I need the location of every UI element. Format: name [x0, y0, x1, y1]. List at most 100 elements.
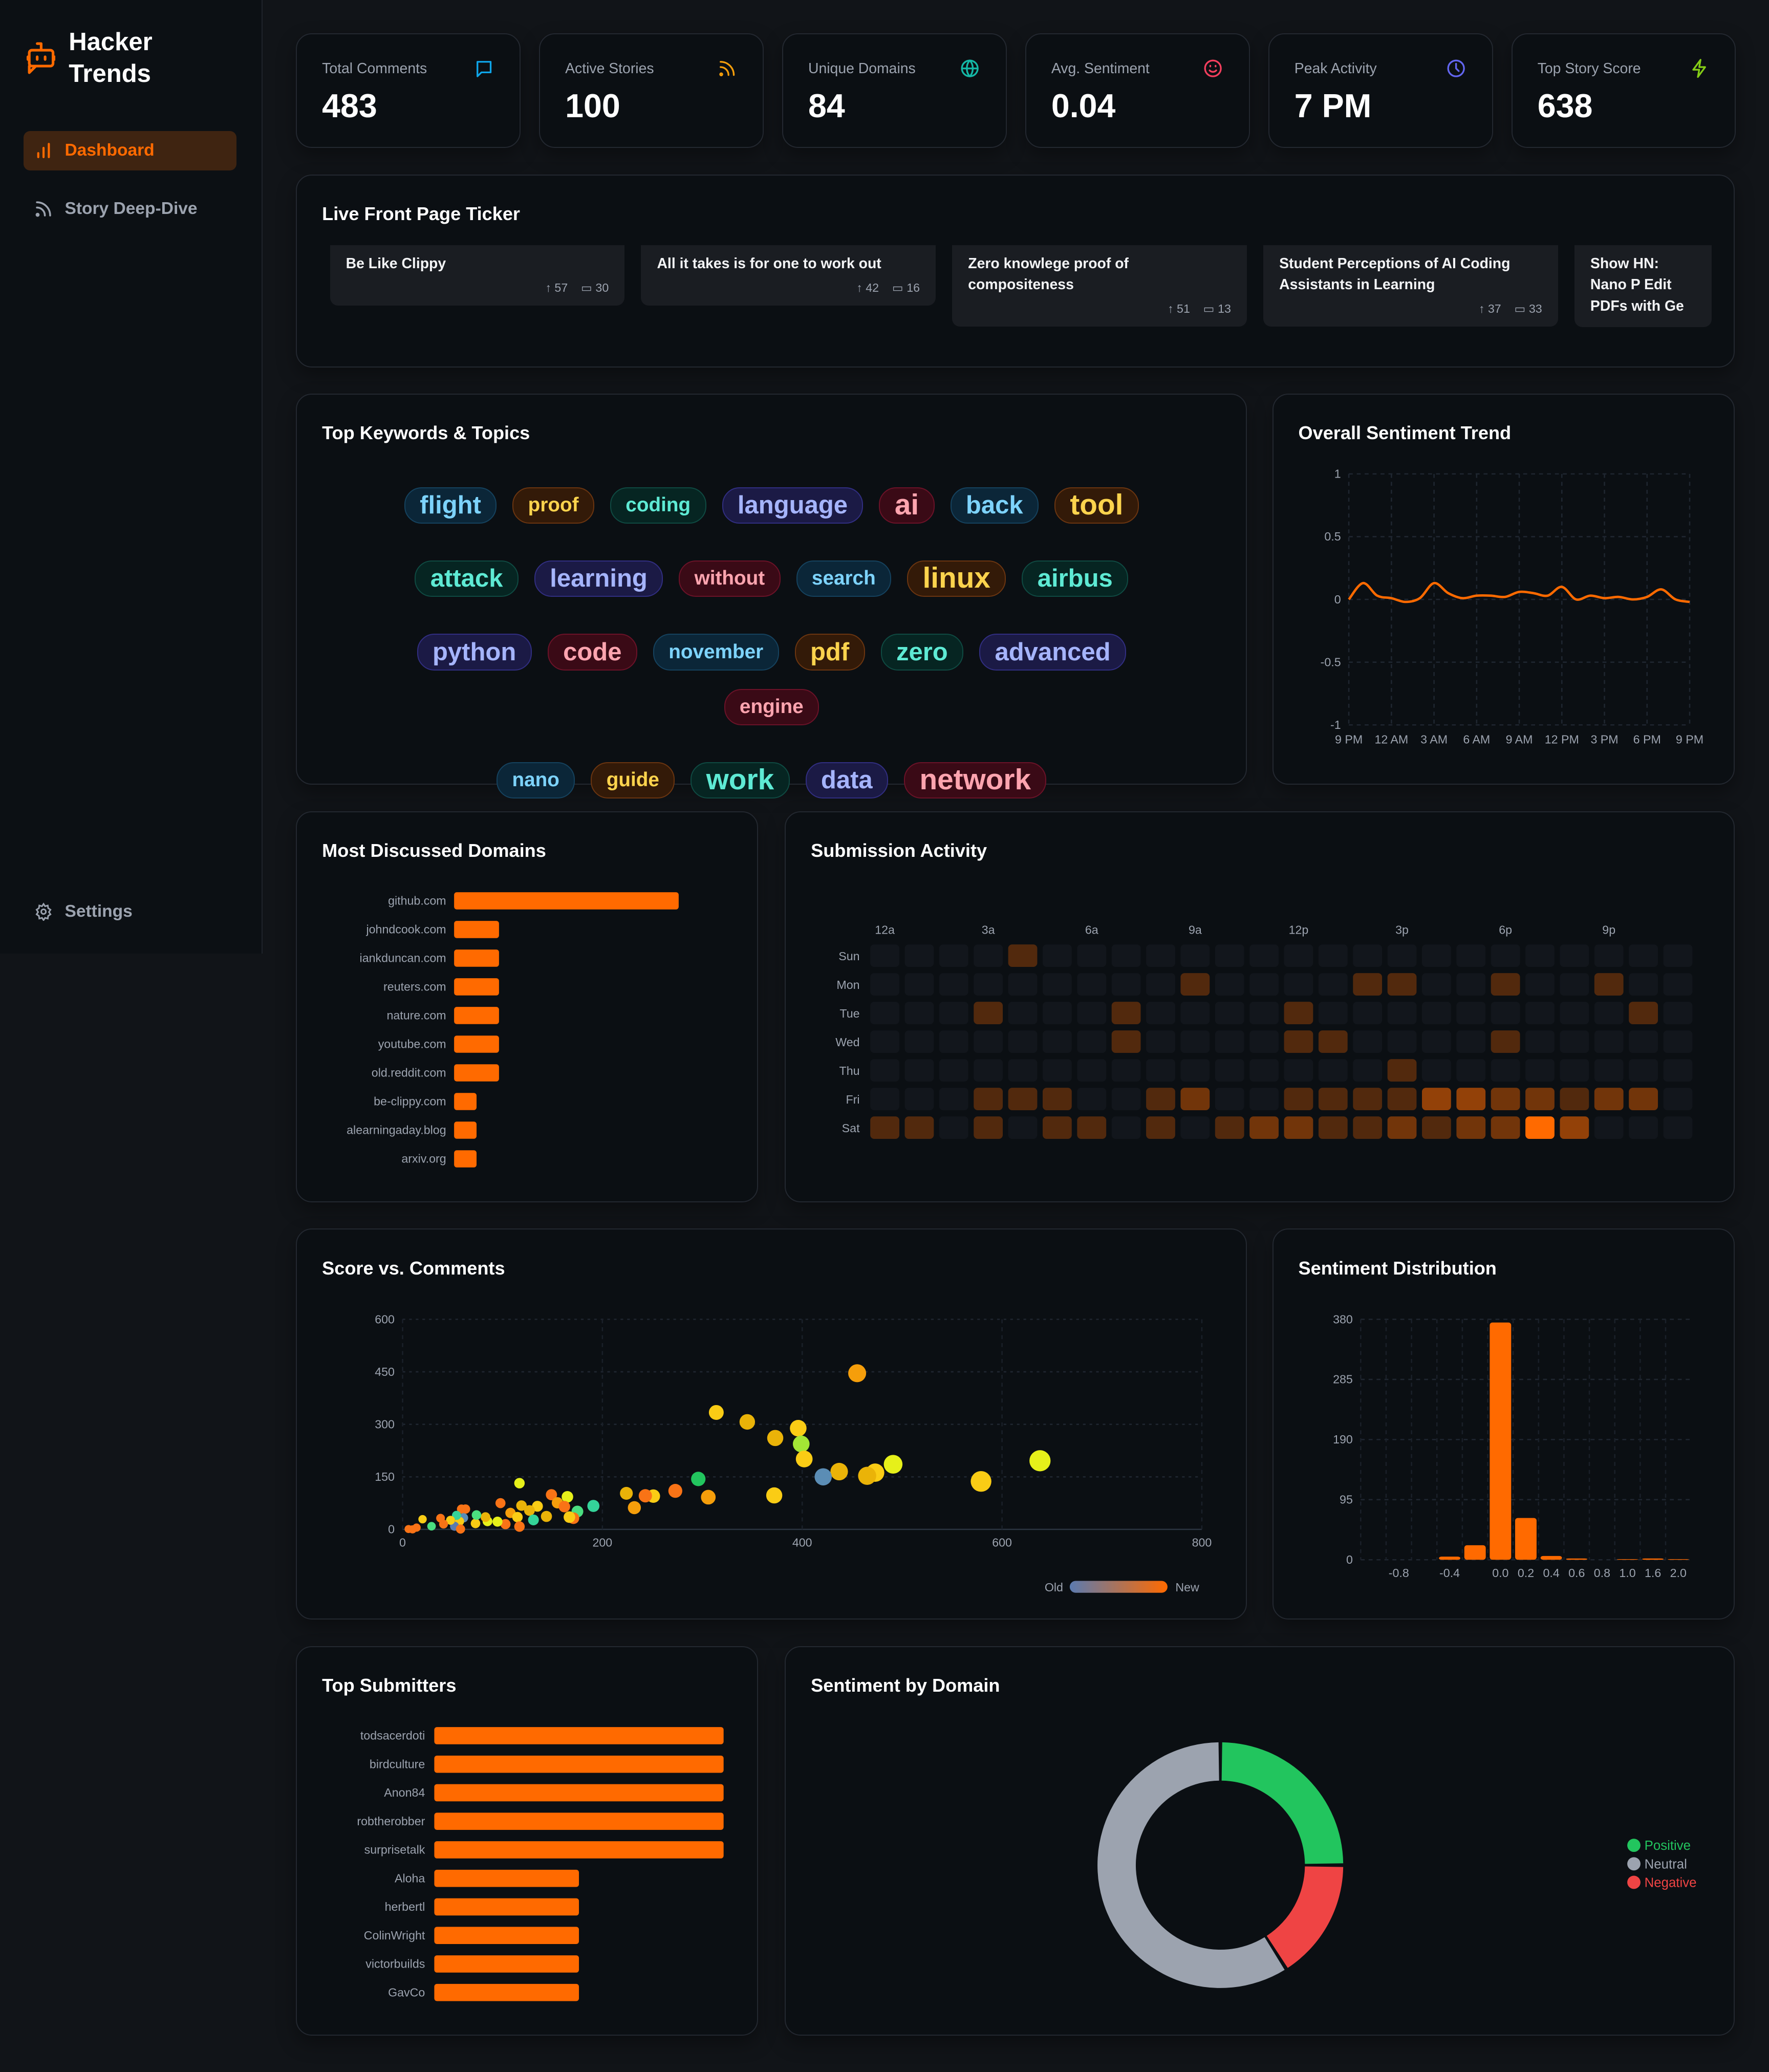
scatter-point[interactable]: [495, 1498, 506, 1508]
heatmap-cell[interactable]: [1008, 1001, 1038, 1024]
bar[interactable]: [454, 949, 500, 967]
scatter-point[interactable]: [848, 1364, 867, 1383]
scatter-point[interactable]: [830, 1463, 848, 1481]
keyword-chip[interactable]: advanced: [979, 634, 1126, 671]
heatmap-cell[interactable]: [1456, 1116, 1486, 1139]
heatmap-cell[interactable]: [1284, 1087, 1313, 1110]
heatmap-cell[interactable]: [1594, 1001, 1624, 1024]
heatmap-cell[interactable]: [1077, 1087, 1107, 1110]
heatmap-cell[interactable]: [1043, 1001, 1072, 1024]
scatter-point[interactable]: [562, 1491, 573, 1503]
scatter-point[interactable]: [858, 1466, 876, 1485]
heatmap-cell[interactable]: [1456, 1087, 1486, 1110]
heatmap-cell[interactable]: [1284, 1001, 1313, 1024]
heatmap-cell[interactable]: [1629, 1116, 1658, 1139]
heatmap-cell[interactable]: [1043, 944, 1072, 967]
heatmap-cell[interactable]: [1043, 1059, 1072, 1082]
heatmap-cell[interactable]: [1077, 1030, 1107, 1053]
heatmap-cell[interactable]: [1180, 1059, 1210, 1082]
scatter-point[interactable]: [528, 1515, 539, 1526]
scatter-point[interactable]: [492, 1517, 503, 1527]
scatter-point[interactable]: [470, 1519, 481, 1528]
heatmap-cell[interactable]: [1560, 1001, 1589, 1024]
heatmap-cell[interactable]: [1387, 1001, 1417, 1024]
heatmap-cell[interactable]: [1353, 973, 1383, 996]
keyword-chip[interactable]: python: [417, 634, 532, 671]
heatmap-cell[interactable]: [1146, 1001, 1175, 1024]
scatter-point[interactable]: [790, 1420, 807, 1437]
scatter-point[interactable]: [439, 1520, 448, 1529]
heatmap-cell[interactable]: [1629, 1059, 1658, 1082]
keyword-chip[interactable]: engine: [724, 688, 819, 725]
scatter-point[interactable]: [793, 1436, 810, 1453]
heatmap-cell[interactable]: [1008, 1116, 1038, 1139]
heatmap-cell[interactable]: [1525, 1059, 1555, 1082]
scatter-point[interactable]: [546, 1489, 557, 1501]
heatmap-cell[interactable]: [1491, 973, 1520, 996]
histogram-bar[interactable]: [1464, 1545, 1486, 1560]
heatmap-cell[interactable]: [1146, 1116, 1175, 1139]
scatter-point[interactable]: [795, 1451, 813, 1468]
heatmap-cell[interactable]: [1077, 1001, 1107, 1024]
keyword-chip[interactable]: pdf: [794, 634, 865, 671]
bar[interactable]: [454, 978, 500, 996]
heatmap-cell[interactable]: [974, 1087, 1003, 1110]
heatmap-cell[interactable]: [1180, 1087, 1210, 1110]
heatmap-cell[interactable]: [1594, 1116, 1624, 1139]
keyword-chip[interactable]: airbus: [1022, 560, 1129, 597]
heatmap-cell[interactable]: [974, 1059, 1003, 1082]
heatmap-cell[interactable]: [1387, 1116, 1417, 1139]
heatmap-cell[interactable]: [1422, 1030, 1451, 1053]
heatmap-cell[interactable]: [1594, 944, 1624, 967]
heatmap-cell[interactable]: [870, 1087, 900, 1110]
heatmap-cell[interactable]: [1491, 1116, 1520, 1139]
scatter-point[interactable]: [970, 1471, 991, 1492]
heatmap-cell[interactable]: [1629, 1001, 1658, 1024]
heatmap-cell[interactable]: [1560, 944, 1589, 967]
heatmap-cell[interactable]: [1215, 1059, 1244, 1082]
heatmap-cell[interactable]: [1594, 1030, 1624, 1053]
scatter-point[interactable]: [1029, 1450, 1051, 1472]
keyword-chip[interactable]: network: [904, 762, 1047, 799]
heatmap-cell[interactable]: [1180, 973, 1210, 996]
histogram-bar[interactable]: [1616, 1559, 1638, 1560]
scatter-point[interactable]: [638, 1489, 652, 1503]
heatmap-cell[interactable]: [1353, 1087, 1383, 1110]
sidebar-item-story-deep-dive[interactable]: Story Deep-Dive: [24, 189, 236, 228]
bar[interactable]: [454, 1006, 500, 1024]
heatmap-cell[interactable]: [1560, 1030, 1589, 1053]
heatmap-cell[interactable]: [1043, 973, 1072, 996]
scatter-point[interactable]: [471, 1510, 482, 1520]
heatmap-cell[interactable]: [1387, 944, 1417, 967]
heatmap-cell[interactable]: [1525, 1030, 1555, 1053]
heatmap-cell[interactable]: [904, 1059, 934, 1082]
heatmap-cell[interactable]: [974, 1116, 1003, 1139]
heatmap-cell[interactable]: [1008, 973, 1038, 996]
heatmap-cell[interactable]: [939, 944, 968, 967]
heatmap-cell[interactable]: [939, 1059, 968, 1082]
heatmap-cell[interactable]: [1146, 944, 1175, 967]
heatmap-cell[interactable]: [939, 1087, 968, 1110]
heatmap-cell[interactable]: [1353, 1001, 1383, 1024]
bar[interactable]: [454, 1121, 477, 1139]
heatmap-cell[interactable]: [1319, 944, 1348, 967]
heatmap-cell[interactable]: [1663, 1059, 1693, 1082]
heatmap-cell[interactable]: [1663, 973, 1693, 996]
heatmap-cell[interactable]: [939, 1116, 968, 1139]
histogram-bar[interactable]: [1540, 1556, 1562, 1560]
keyword-chip[interactable]: ai: [879, 487, 935, 524]
heatmap-cell[interactable]: [1180, 1001, 1210, 1024]
heatmap-cell[interactable]: [1249, 1116, 1279, 1139]
bar[interactable]: [434, 1898, 579, 1916]
heatmap-cell[interactable]: [1077, 944, 1107, 967]
ticker-item[interactable]: Show HN: Nano P Edit PDFs with Ge: [1574, 245, 1712, 328]
histogram-bar[interactable]: [1438, 1557, 1460, 1560]
heatmap-cell[interactable]: [1008, 944, 1038, 967]
heatmap-cell[interactable]: [1146, 1030, 1175, 1053]
heatmap-cell[interactable]: [1249, 1001, 1279, 1024]
scatter-point[interactable]: [500, 1519, 511, 1529]
heatmap-cell[interactable]: [1491, 944, 1520, 967]
heatmap-cell[interactable]: [939, 1001, 968, 1024]
bar[interactable]: [434, 1841, 724, 1859]
heatmap-cell[interactable]: [1456, 1059, 1486, 1082]
